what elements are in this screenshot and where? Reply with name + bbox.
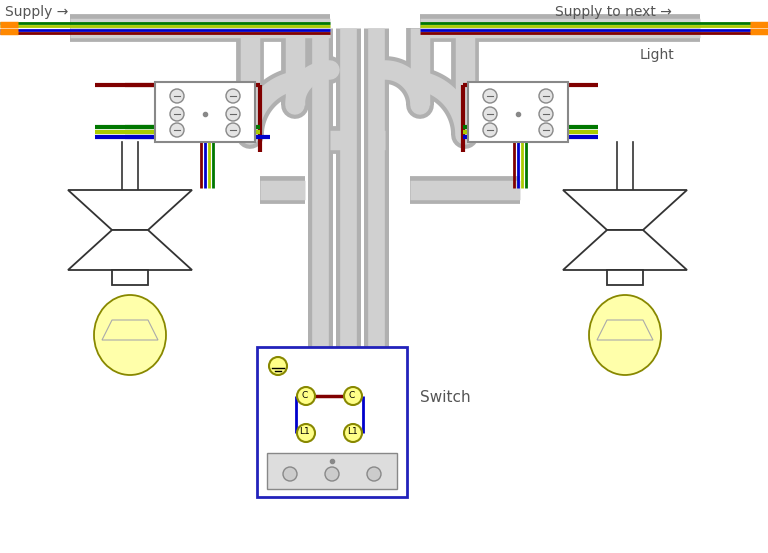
Text: Supply to next →: Supply to next → [555, 5, 672, 19]
FancyBboxPatch shape [257, 347, 407, 497]
Text: Switch: Switch [420, 390, 471, 405]
Circle shape [539, 123, 553, 137]
Polygon shape [68, 190, 192, 230]
Text: C: C [302, 390, 308, 399]
FancyBboxPatch shape [468, 82, 568, 142]
Polygon shape [68, 230, 192, 270]
Circle shape [226, 107, 240, 121]
Circle shape [344, 424, 362, 442]
Circle shape [170, 123, 184, 137]
Text: L1: L1 [300, 427, 310, 436]
Circle shape [367, 467, 381, 481]
Polygon shape [597, 320, 653, 340]
Polygon shape [563, 190, 687, 230]
FancyBboxPatch shape [112, 270, 148, 285]
Circle shape [269, 357, 287, 375]
Text: C: C [349, 390, 355, 399]
Circle shape [483, 107, 497, 121]
Circle shape [283, 467, 297, 481]
Ellipse shape [589, 295, 661, 375]
FancyBboxPatch shape [267, 453, 397, 489]
FancyBboxPatch shape [607, 270, 643, 285]
Circle shape [170, 107, 184, 121]
Text: L1: L1 [346, 427, 357, 436]
Circle shape [226, 123, 240, 137]
FancyBboxPatch shape [155, 82, 255, 142]
Circle shape [297, 424, 315, 442]
Circle shape [226, 89, 240, 103]
Polygon shape [102, 320, 158, 340]
Circle shape [539, 107, 553, 121]
Circle shape [483, 123, 497, 137]
Polygon shape [563, 230, 687, 270]
Circle shape [170, 89, 184, 103]
Ellipse shape [94, 295, 166, 375]
Circle shape [483, 89, 497, 103]
Text: Light: Light [640, 48, 675, 62]
Circle shape [344, 387, 362, 405]
Text: Supply →: Supply → [5, 5, 68, 19]
Circle shape [297, 387, 315, 405]
Circle shape [325, 467, 339, 481]
Circle shape [539, 89, 553, 103]
